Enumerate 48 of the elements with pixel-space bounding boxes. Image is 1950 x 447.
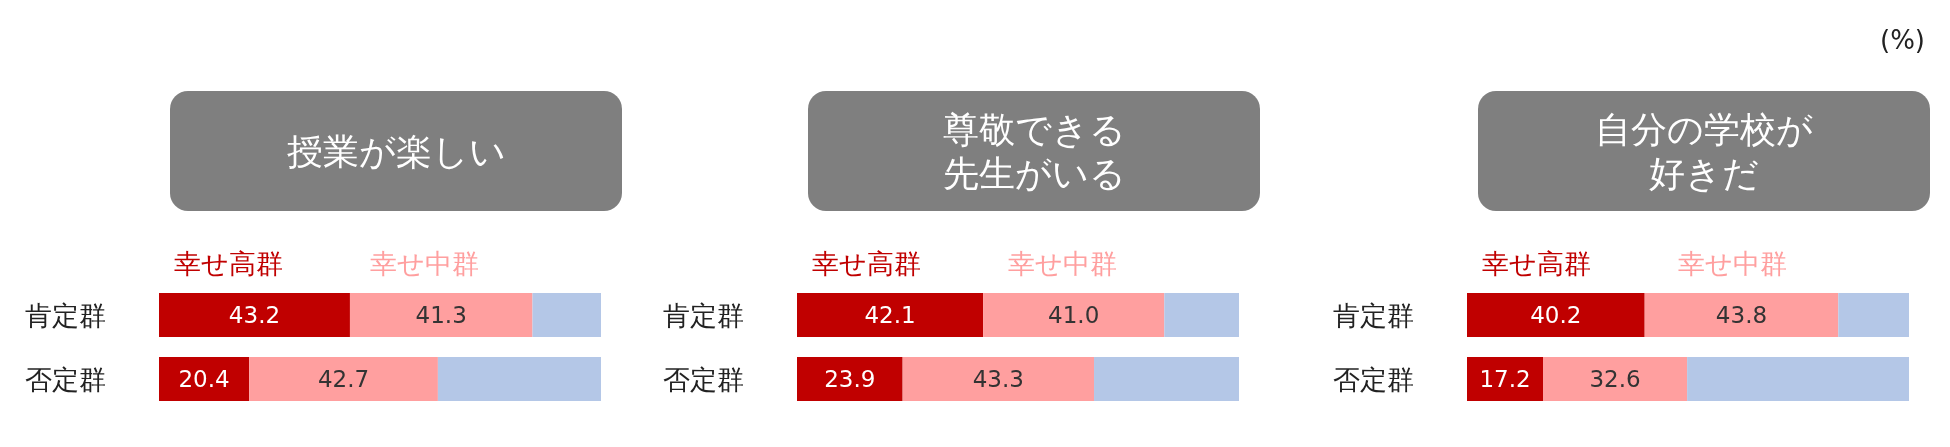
bar <box>349 293 533 337</box>
bar <box>159 293 350 337</box>
bar <box>1644 293 1839 337</box>
bar <box>1467 293 1645 337</box>
bar <box>1838 293 1909 337</box>
data-label: 43.2 <box>228 302 281 328</box>
series-label: 幸せ高群 <box>812 247 921 279</box>
bar <box>797 293 984 337</box>
bar <box>1687 357 1909 401</box>
chart-subtitle: 好きだ <box>1649 152 1759 194</box>
data-label: 43.3 <box>972 366 1024 392</box>
chart-title: 自分の学校が <box>1595 108 1813 150</box>
bar <box>532 293 601 337</box>
bar <box>797 357 903 401</box>
y-tick-label: 否定群 <box>25 363 106 395</box>
data-label: 20.4 <box>178 366 230 392</box>
series-label: 幸せ中群 <box>1678 247 1787 279</box>
bar <box>1164 293 1239 337</box>
data-label: 41.3 <box>415 302 467 328</box>
y-tick-label: 否定群 <box>663 363 744 395</box>
data-label: 40.2 <box>1530 302 1582 328</box>
bar <box>159 357 250 401</box>
data-label: 32.6 <box>1589 366 1641 392</box>
data-label: 41.0 <box>1048 302 1100 328</box>
series-label: 幸せ高群 <box>1482 247 1591 279</box>
chart-title: 尊敬できる <box>942 108 1126 150</box>
text: (%) <box>1880 25 1925 55</box>
y-tick-label: 肯定群 <box>1333 299 1414 331</box>
data-label: 23.9 <box>824 366 876 392</box>
bar <box>902 357 1095 401</box>
series-label: 幸せ中群 <box>1008 247 1117 279</box>
chart-subtitle: 先生がいる <box>942 152 1126 194</box>
bar <box>1543 357 1688 401</box>
y-tick-label: 否定群 <box>1333 363 1414 395</box>
data-label: 17.2 <box>1479 366 1531 392</box>
bar <box>437 357 601 401</box>
series-label: 幸せ高群 <box>174 247 283 279</box>
chart-title: 授業が楽しい <box>286 130 506 172</box>
data-label: 42.1 <box>864 302 916 328</box>
bar <box>249 357 438 401</box>
data-label: 42.7 <box>317 366 370 392</box>
bar <box>983 293 1165 337</box>
y-tick-label: 肯定群 <box>25 299 106 331</box>
bar <box>1094 357 1239 401</box>
data-label: 43.8 <box>1715 302 1768 328</box>
y-tick-label: 肯定群 <box>663 299 744 331</box>
bar <box>1467 357 1544 401</box>
series-label: 幸せ中群 <box>370 247 479 279</box>
